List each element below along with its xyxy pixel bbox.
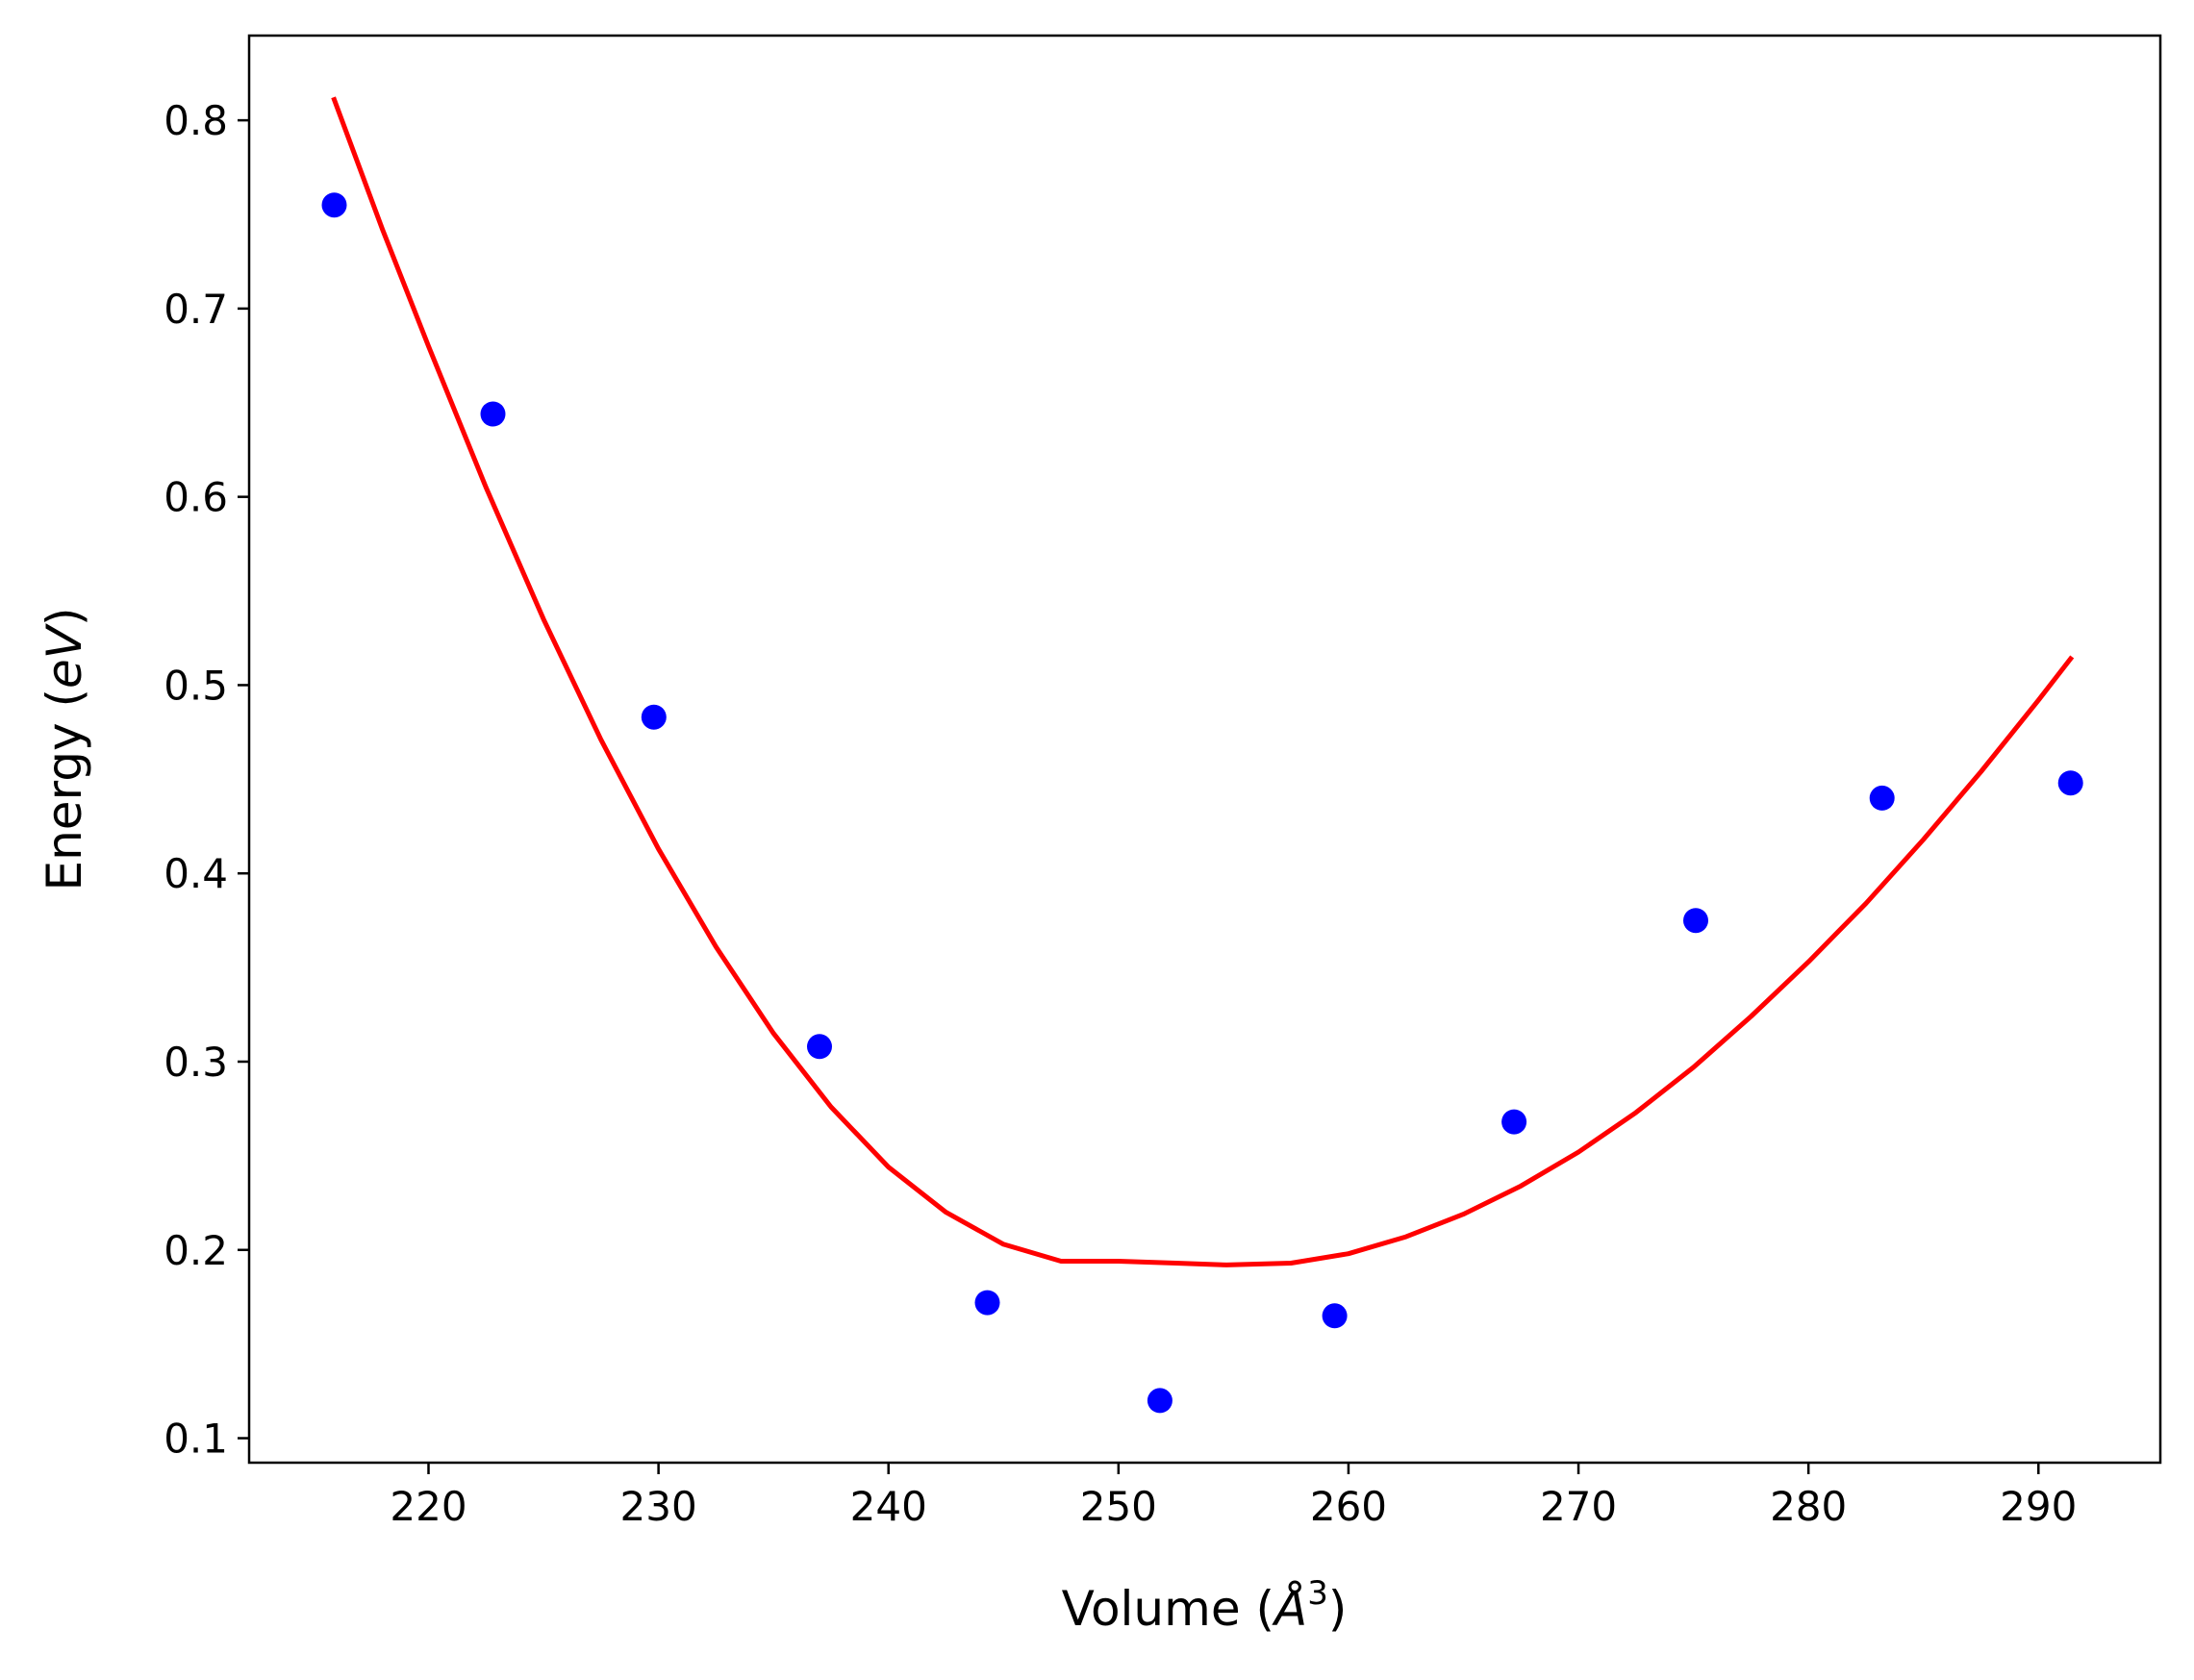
y-tick-label: 0.8 — [164, 97, 228, 144]
data-point — [641, 704, 667, 730]
data-point — [480, 401, 506, 427]
x-tick-label: 290 — [2000, 1483, 2077, 1530]
x-tick-label: 280 — [1770, 1483, 1847, 1530]
data-point — [807, 1034, 832, 1060]
plot-frame — [247, 34, 2162, 1465]
y-tick-label: 0.1 — [164, 1416, 228, 1463]
y-axis-ticks: 0.1 0.2 0.3 0.4 0.5 0.6 0.7 0.8 — [164, 97, 249, 1463]
y-tick-label: 0.2 — [164, 1227, 228, 1274]
x-axis-label-exponent: 3 — [1307, 1574, 1328, 1613]
data-points-layer — [321, 192, 2083, 1414]
data-point — [1683, 908, 1708, 934]
data-point — [321, 192, 347, 218]
data-point — [974, 1290, 1000, 1316]
x-axis-ticks: 220 230 240 250 260 270 280 290 — [390, 1463, 2077, 1530]
y-axis-label-close: ) — [37, 608, 92, 627]
data-point — [1322, 1303, 1348, 1329]
x-axis-label-text: Volume ( — [1062, 1581, 1274, 1637]
y-tick-label: 0.6 — [164, 474, 228, 521]
x-tick-label: 220 — [390, 1483, 467, 1530]
y-axis-label-text: Energy ( — [37, 689, 92, 890]
x-tick-label: 270 — [1540, 1483, 1617, 1530]
y-tick-label: 0.5 — [164, 662, 228, 709]
data-point — [1147, 1388, 1173, 1414]
data-point — [1501, 1109, 1527, 1135]
y-axis-label-unit: eV — [37, 622, 92, 689]
y-tick-label: 0.7 — [164, 286, 228, 333]
y-tick-label: 0.4 — [164, 850, 228, 897]
x-tick-label: 260 — [1310, 1483, 1387, 1530]
fit-curve-layer — [331, 96, 2075, 1267]
fit-curve-line — [331, 96, 2075, 1267]
x-axis-label-close: ) — [1328, 1581, 1348, 1637]
data-point — [1869, 785, 1895, 811]
x-axis-label: Volume (Å3) — [1062, 1574, 1348, 1637]
y-axis-label: Energy (eV) — [37, 608, 92, 891]
x-tick-label: 230 — [620, 1483, 697, 1530]
x-tick-label: 240 — [850, 1483, 927, 1530]
y-tick-label: 0.3 — [164, 1039, 228, 1086]
x-axis-label-unit: Å — [1272, 1581, 1307, 1637]
x-tick-label: 250 — [1080, 1483, 1157, 1530]
data-point — [2057, 770, 2083, 796]
